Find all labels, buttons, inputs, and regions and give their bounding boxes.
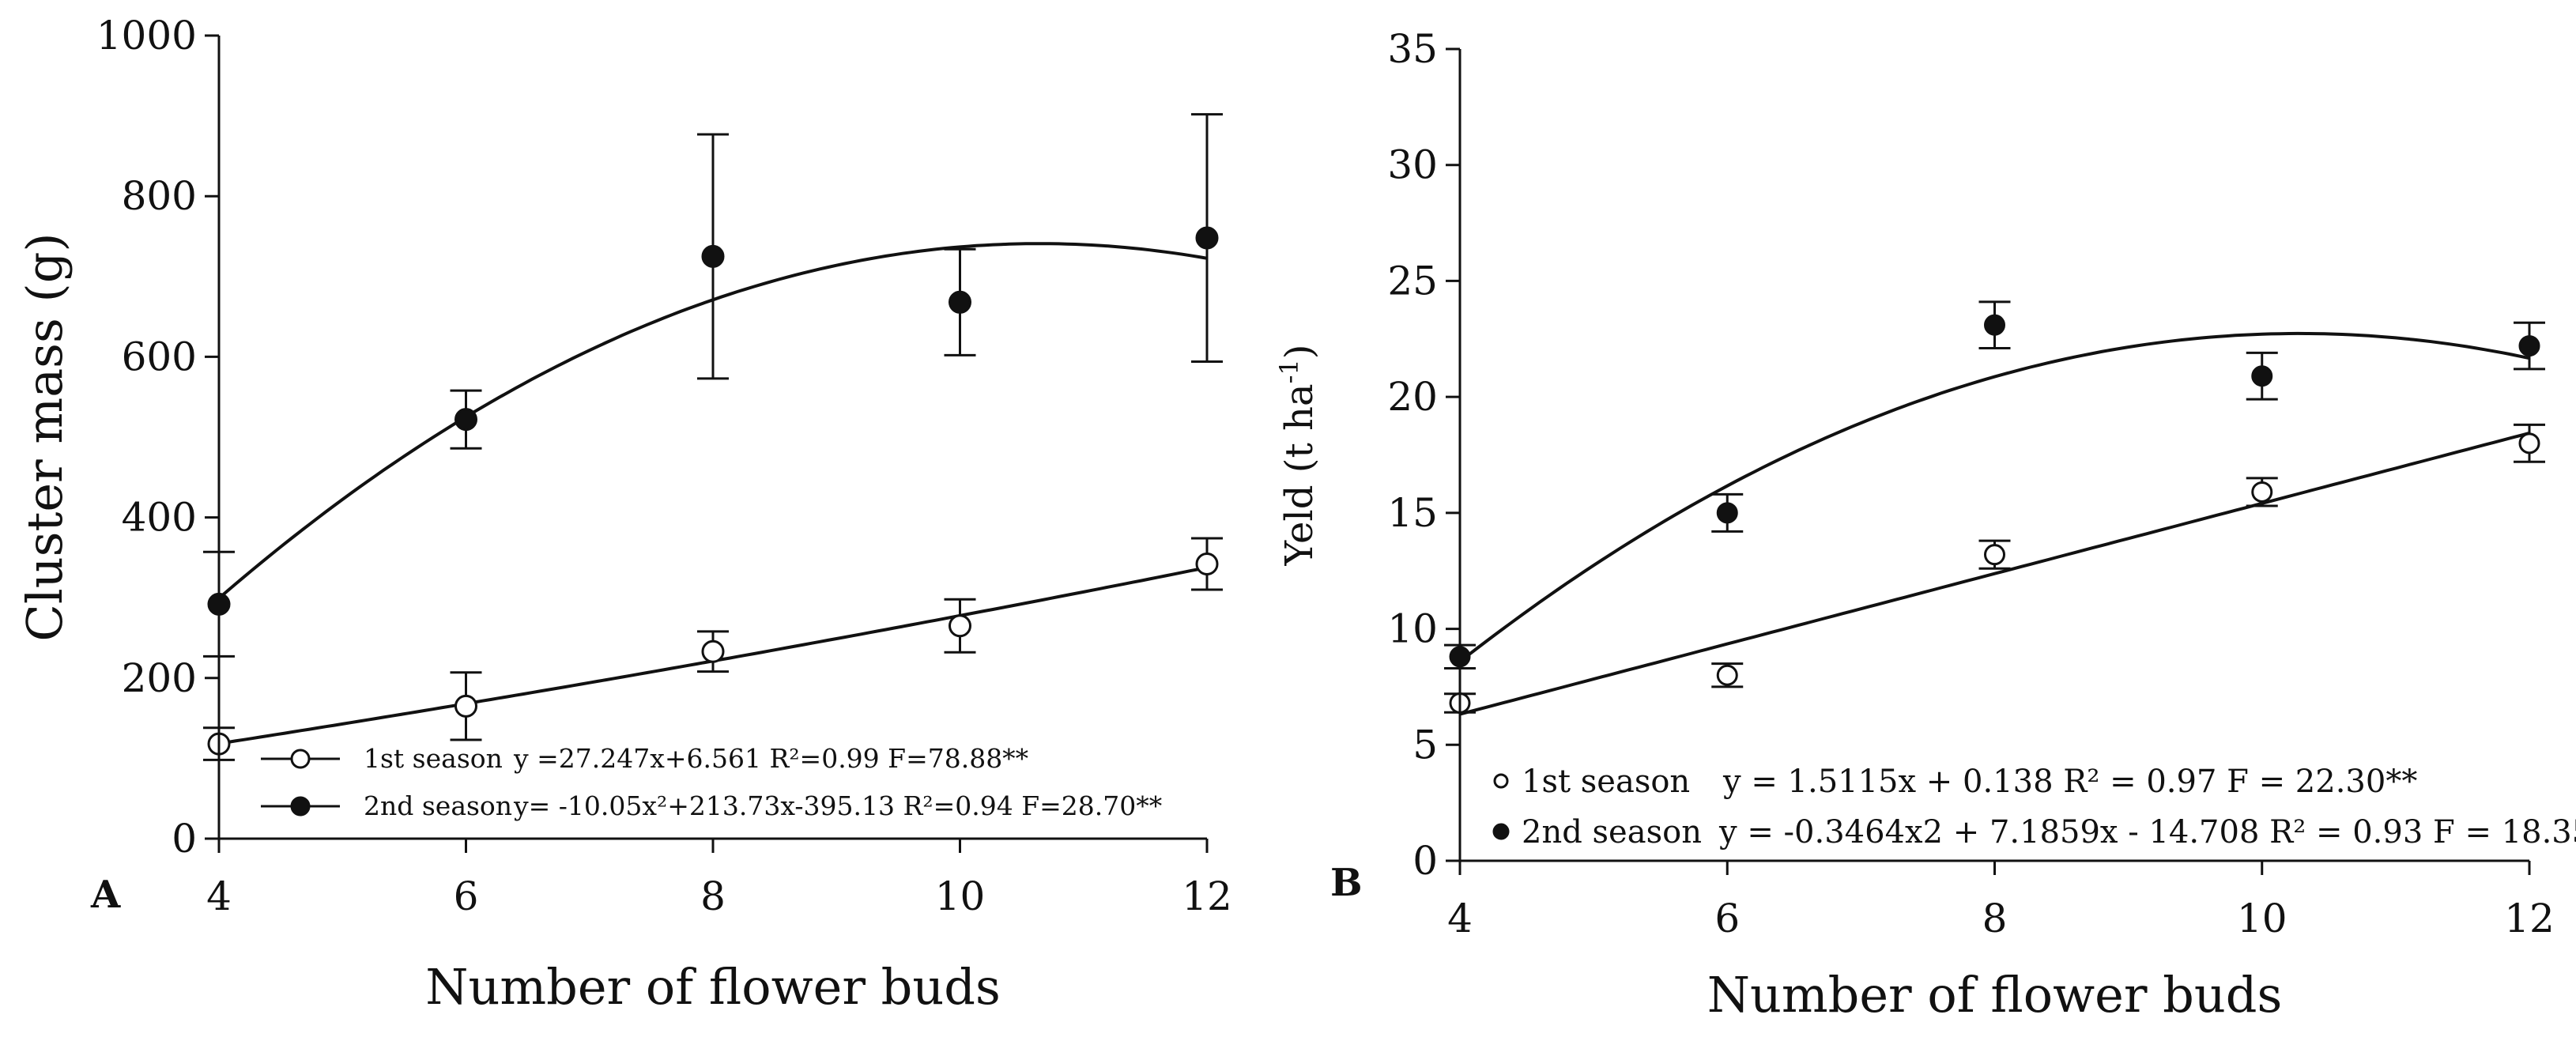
legend-equation-2nd-season: y= -10.05x²+213.73x-395.13 R²=0.94 F=28.…	[513, 790, 1162, 821]
data-points	[207, 226, 1219, 756]
data-point-1st-season	[2518, 432, 2540, 454]
data-point-1st-season	[701, 639, 725, 663]
y-axis-title-main: Yeld (t ha	[1277, 383, 1322, 566]
data-point-2nd-season	[1195, 226, 1219, 250]
legend-marker-1st-season	[1493, 773, 1509, 789]
x-tick-label: 6	[1714, 896, 1740, 941]
x-axis-title: Number of flower buds	[425, 958, 1001, 1016]
data-point-1st-season	[949, 614, 971, 638]
x-tick-label: 10	[2237, 896, 2287, 941]
data-point-1st-season	[2251, 481, 2273, 503]
legend-equation-2nd-season: y = -0.3464x2 + 7.1859x - 14.708 R² = 0.…	[1718, 814, 2576, 851]
y-tick-label: 5	[1412, 722, 1438, 768]
axes	[205, 34, 1209, 853]
data-point-2nd-season	[701, 244, 725, 268]
x-tick-label: 6	[454, 873, 479, 919]
legend-label-1st-season: 1st season	[1522, 764, 1690, 800]
y-tick-label: 0	[1412, 838, 1438, 884]
data-point-2nd-season	[1984, 314, 2005, 336]
panel-label: B	[1330, 861, 1363, 905]
legend-label-2nd-season: 2nd season	[1522, 814, 1702, 851]
data-point-2nd-season	[454, 408, 477, 432]
y-tick-label: 200	[122, 655, 197, 701]
x-axis-title: Number of flower buds	[1707, 966, 2283, 1024]
data-point-1st-season	[1195, 553, 1219, 576]
y-tick-label: 20	[1387, 374, 1438, 420]
legend-equation-1st-season: y = 1.5115x + 0.138 R² = 0.97 F = 22.30*…	[1722, 764, 2417, 800]
y-axis-title-superscript: -1	[1274, 359, 1304, 383]
y-tick-label: 800	[122, 173, 197, 219]
x-tick-label: 4	[206, 873, 232, 919]
y-tick-label: 30	[1387, 142, 1438, 188]
y-tick-label: 25	[1387, 258, 1438, 304]
x-tick-label: 4	[1447, 896, 1473, 941]
data-point-1st-season	[1984, 544, 2005, 566]
panel-label: A	[90, 873, 121, 917]
fit-line-2nd-season	[1458, 331, 2530, 663]
error-bars	[203, 113, 1223, 761]
legend-marker-2nd-season	[1492, 823, 1510, 840]
fit-line-1st-season	[1459, 431, 2530, 716]
data-points	[1449, 314, 2540, 714]
data-point-2nd-season	[2518, 335, 2540, 357]
y-tick-label: 600	[122, 334, 197, 379]
legend-marker-2nd-season	[290, 796, 311, 817]
data-point-1st-season	[454, 694, 477, 718]
x-tick-label: 12	[1182, 873, 1232, 919]
x-tick-label: 8	[700, 873, 726, 919]
x-tick-label: 12	[2504, 896, 2555, 941]
y-axis-title: Cluster mass (g)	[16, 232, 74, 641]
axes	[1446, 47, 2531, 875]
legend-marker-1st-season	[290, 749, 311, 769]
panel-b-chart: 0 5 10 15 20 25 30 35 4 6 8 10 12 Number of flower b…	[1274, 26, 2576, 1024]
x-tick-label: 8	[1982, 896, 2008, 941]
legend-label-2nd-season: 2nd season	[364, 790, 512, 821]
y-tick-label: 15	[1387, 490, 1438, 536]
legend-equation-1st-season: y =27.247x+6.561 R²=0.99 F=78.88**	[513, 743, 1028, 774]
error-bars	[1444, 300, 2545, 714]
y-axis-title-close: )	[1277, 345, 1322, 360]
data-point-2nd-season	[2251, 365, 2273, 387]
tick-labels: 0 5 10 15 20 25 30 35 4 6 8 10 12	[1387, 26, 2554, 941]
y-axis-title: Yeld (t ha-1)	[1274, 345, 1322, 567]
legend: 1st season y =27.247x+6.561 R²=0.99 F=78…	[261, 743, 1162, 821]
fit-lines	[1458, 331, 2530, 716]
data-point-1st-season	[1716, 664, 1738, 686]
tick-labels: 0 200 400 600 800 1000 4 6 8 10 12	[96, 13, 1232, 919]
y-tick-label: 10	[1387, 606, 1438, 652]
y-tick-label: 1000	[96, 13, 197, 58]
x-tick-label: 10	[935, 873, 986, 919]
y-tick-label: 0	[172, 816, 197, 862]
y-tick-label: 400	[122, 495, 197, 541]
legend-label-1st-season: 1st season	[364, 743, 503, 774]
data-point-2nd-season	[949, 290, 971, 314]
legend: 1st season y = 1.5115x + 0.138 R² = 0.97…	[1492, 764, 2576, 851]
y-tick-label: 35	[1387, 26, 1438, 72]
panel-a-chart: 0 200 400 600 800 1000 4 6 8 10 12 Number of flowe…	[16, 13, 1232, 1016]
data-point-2nd-season	[1716, 502, 1738, 524]
